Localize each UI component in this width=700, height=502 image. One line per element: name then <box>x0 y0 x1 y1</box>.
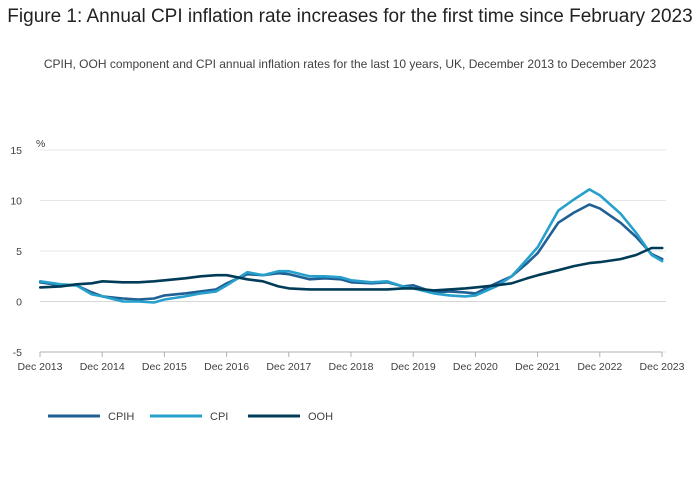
y-tick-label: 5 <box>16 246 22 258</box>
gridlines <box>40 149 666 353</box>
x-tick-label: Dec 2020 <box>453 361 498 373</box>
series-line-cpi <box>38 188 664 304</box>
x-axis: Dec 2013 Dec 2014 Dec 2015 Dec 2016 Dec 2017… <box>18 351 685 373</box>
series-lines <box>38 188 664 304</box>
x-tick-label: Dec 2019 <box>391 361 436 373</box>
x-tick-label: Dec 2018 <box>329 361 374 373</box>
legend-label: OOH <box>308 411 333 423</box>
legend: CPIH CPI OOH <box>48 411 333 423</box>
x-tick-label: Dec 2022 <box>577 361 622 373</box>
x-tick-label: Dec 2015 <box>142 361 187 373</box>
x-tick-label: Dec 2016 <box>204 361 249 373</box>
y-tick-label: 0 <box>16 297 22 309</box>
legend-label: CPIH <box>108 411 134 423</box>
x-tick-label: Dec 2021 <box>515 361 560 373</box>
x-tick-label: Dec 2017 <box>266 361 311 373</box>
y-axis-label: % <box>36 138 45 150</box>
series-line-ooh <box>38 246 664 292</box>
y-tick-label: 15 <box>10 145 22 157</box>
x-tick-label: Dec 2014 <box>80 361 125 373</box>
series-line-cpih <box>38 203 664 301</box>
x-tick-label: Dec 2013 <box>18 361 63 373</box>
legend-item-ooh[interactable]: OOH <box>248 411 333 423</box>
legend-item-cpih[interactable]: CPIH <box>48 411 134 423</box>
chart-subtitle: CPIH, OOH component and CPI annual infla… <box>43 57 657 71</box>
y-tick-label: -5 <box>13 347 22 359</box>
x-tick-label: Dec 2023 <box>640 361 685 373</box>
y-axis-ticks: 15 10 5 0 -5 <box>10 145 22 359</box>
chart-title: Figure 1: Annual CPI inflation rate incr… <box>7 6 693 27</box>
legend-label: CPI <box>210 411 228 423</box>
legend-item-cpi[interactable]: CPI <box>150 411 228 423</box>
y-tick-label: 10 <box>10 196 22 208</box>
